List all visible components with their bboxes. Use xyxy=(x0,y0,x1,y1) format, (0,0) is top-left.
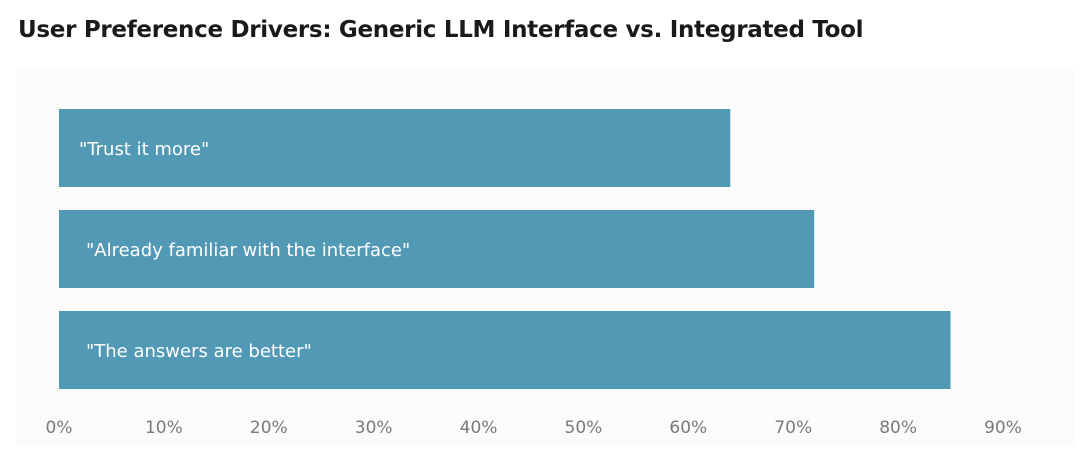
bar-label-2: "The answers are better" xyxy=(86,341,312,362)
x-tick-label: 20% xyxy=(250,418,288,438)
x-tick-label: 50% xyxy=(565,418,603,438)
x-tick-label: 70% xyxy=(774,418,812,438)
x-tick-label: 80% xyxy=(879,418,917,438)
x-tick-label: 30% xyxy=(355,418,393,438)
x-tick-label: 0% xyxy=(46,418,73,438)
bar-label-0: "Trust it more" xyxy=(79,139,209,160)
x-tick-label: 40% xyxy=(460,418,498,438)
chart-title: User Preference Drivers: Generic LLM Int… xyxy=(18,17,864,43)
bar-2 xyxy=(59,311,951,389)
bar-label-1: "Already familiar with the interface" xyxy=(86,240,410,261)
x-tick-label: 10% xyxy=(145,418,183,438)
bar-0 xyxy=(59,109,731,187)
x-tick-label: 60% xyxy=(669,418,707,438)
bar-1 xyxy=(59,210,815,288)
x-tick-label: 90% xyxy=(984,418,1022,438)
